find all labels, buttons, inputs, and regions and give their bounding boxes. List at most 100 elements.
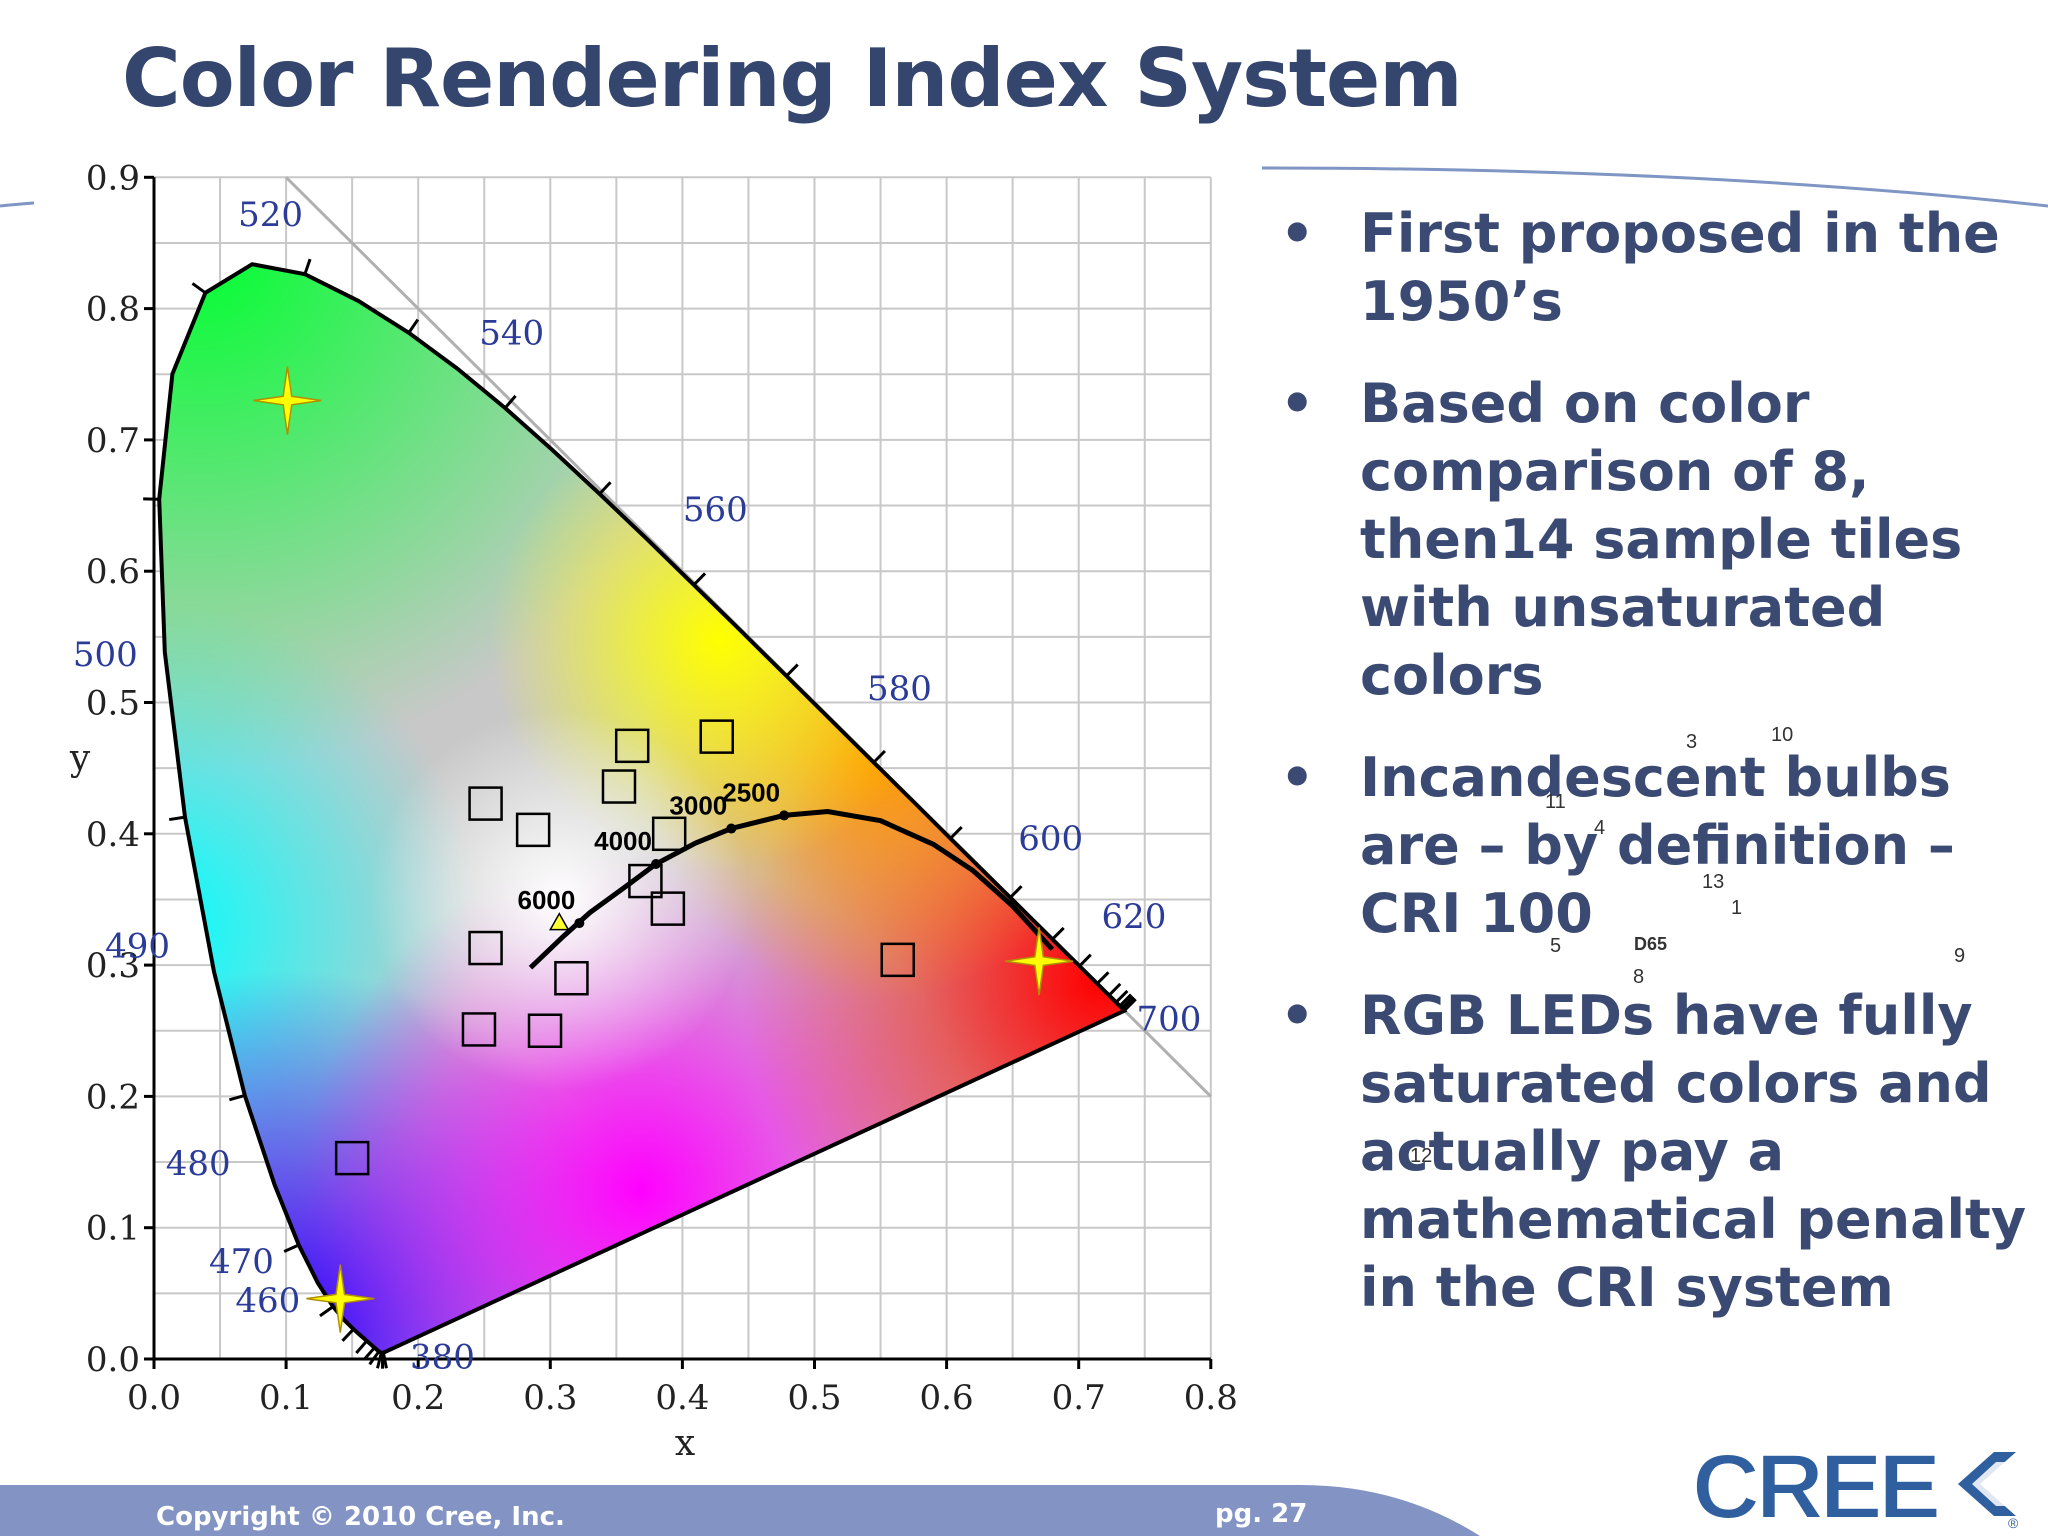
sample-tile-square	[614, 728, 650, 764]
locus-tick	[228, 1094, 246, 1102]
y-tick-label: 0.1	[86, 1209, 140, 1249]
locus-point	[779, 810, 790, 821]
locus-tick	[1115, 989, 1129, 1004]
overlay-number: 10	[1771, 724, 1794, 746]
sample-tile-square	[554, 960, 589, 996]
overlay-number: 1	[1731, 897, 1743, 919]
locus-tick	[407, 318, 420, 334]
sample-tile-square	[468, 930, 503, 966]
bullet-item: • RGB LEDs have fully saturated colors an…	[1280, 982, 2040, 1322]
overlay-number: D65	[1634, 934, 1668, 954]
bullet-item: • First proposed in the 1950’s	[1280, 200, 2040, 336]
sample-tile-square	[468, 786, 503, 821]
locus-tick	[1051, 926, 1065, 941]
locus-point	[574, 918, 585, 929]
sample-tile-square	[699, 719, 734, 754]
y-axis-label: y	[69, 738, 91, 779]
wavelength-label: 540	[479, 314, 544, 354]
x-tick-label: 0.4	[655, 1378, 709, 1418]
sample-tile-square	[651, 816, 687, 852]
sample-tile-square	[527, 1013, 563, 1048]
primary-star-icon	[253, 366, 322, 435]
wavelength-label: 500	[73, 635, 138, 675]
wavelength-label: 520	[238, 195, 303, 235]
footer-bar	[0, 1485, 1480, 1536]
locus-tick	[1123, 998, 1137, 1012]
locus-tick	[169, 815, 186, 822]
locus-tick	[598, 481, 612, 495]
y-tick-label: 0.6	[86, 552, 140, 592]
wavelength-label: 380	[410, 1337, 475, 1377]
y-tick-labels: 0.0 0.1 0.2 0.3 0.4 0.5 0.6 0.7 0.8 0.9	[86, 158, 140, 1380]
x-tick-label: 0.3	[523, 1378, 577, 1418]
y-tick-label: 0.8	[86, 290, 140, 330]
y-tick-label: 0.0	[86, 1340, 140, 1380]
locus-tick	[872, 749, 886, 764]
bullet-list: • First proposed in the 1950’s • Based on …	[1280, 200, 2040, 1356]
overlay-number: 5	[1550, 935, 1562, 957]
spectral-locus-ticks	[143, 258, 1137, 1369]
locus-tick	[303, 258, 312, 275]
bullet-dot: •	[1280, 984, 1315, 1047]
overlay-number: 8	[1633, 966, 1645, 988]
wavelength-label: 700	[1137, 1000, 1202, 1040]
wavelength-label: 600	[1018, 819, 1083, 859]
wavelength-label: 470	[209, 1242, 274, 1282]
cree-logo: CREE ®	[1691, 1440, 2019, 1530]
locus-temperature-label: 3000	[669, 791, 727, 821]
locus-tick	[341, 1328, 355, 1342]
logo-wordmark: CREE	[1692, 1440, 1938, 1530]
primary-star-icon	[1004, 927, 1074, 996]
locus-tick	[503, 394, 517, 409]
slide-title: Color Rendering Index System	[122, 32, 1463, 125]
sample-tile-square	[334, 1140, 370, 1176]
cie-chromaticity-diagram: 0.0 0.1 0.2 0.3 0.4 0.5 0.6 0.7 0.8 0.0 0.1 0.2 0.3…	[69, 158, 1238, 1464]
wavelength-label: 620	[1101, 897, 1166, 937]
bullet-text: Incandescent bulbs are – by definition –…	[1360, 746, 1955, 945]
overlay-number: 11	[1545, 791, 1566, 813]
y-tick-label: 0.9	[86, 158, 140, 198]
y-tick-label: 0.5	[86, 684, 140, 724]
locus-tick	[1120, 995, 1135, 1010]
sample-tile-square	[650, 891, 686, 926]
locus-tick	[1118, 993, 1133, 1007]
overlay-number: 4	[1594, 817, 1606, 839]
locus-tick	[785, 663, 799, 678]
y-tick-label: 0.4	[86, 815, 140, 855]
primary-star-icon	[306, 1264, 375, 1333]
x-tick-label: 0.8	[1184, 1378, 1238, 1418]
locus-temperature-label: 2500	[722, 777, 780, 807]
header-decoration	[0, 166, 2048, 208]
spectral-locus-outline	[157, 262, 1128, 1355]
locus-tick	[1108, 982, 1122, 997]
wavelength-label: 560	[683, 490, 748, 530]
rgb-primary-stars	[253, 366, 1074, 1333]
x-tick-labels: 0.0 0.1 0.2 0.3 0.4 0.5 0.6 0.7 0.8	[127, 1378, 1238, 1418]
sample-tile-square	[601, 769, 637, 804]
x-tick-label: 0.7	[1052, 1378, 1106, 1418]
locus-temperature-label: 4000	[594, 826, 652, 856]
sample-tile-square	[461, 1012, 497, 1047]
sample-tile-square	[880, 942, 915, 978]
sample-tile-square	[515, 812, 551, 848]
overlay-number: 12	[1410, 1145, 1433, 1167]
bullet-item: • Based on color comparison of 8, then14 …	[1280, 370, 2040, 710]
locus-tick	[319, 1305, 334, 1318]
header-line-right	[1261, 166, 2048, 208]
y-tick-label: 0.3	[86, 946, 140, 986]
overlay-number: 3	[1686, 731, 1698, 753]
gamut-fill	[159, 264, 1125, 1353]
locus-tick	[283, 1243, 300, 1253]
x-tick-label: 0.1	[259, 1378, 313, 1418]
header-line-left	[0, 201, 35, 208]
locus-tick	[191, 282, 207, 295]
locus-tick	[355, 1339, 368, 1354]
footer-band	[0, 1485, 1480, 1536]
sample-tile-square	[628, 863, 663, 899]
sample-tiles	[334, 719, 915, 1176]
logo-chevron-icon	[1958, 1452, 2016, 1516]
overlay-number: 13	[1702, 871, 1725, 893]
x-tick-label: 0.2	[391, 1378, 445, 1418]
locus-temperature-label: 6000	[518, 885, 576, 915]
wavelength-label: 480	[166, 1144, 231, 1184]
